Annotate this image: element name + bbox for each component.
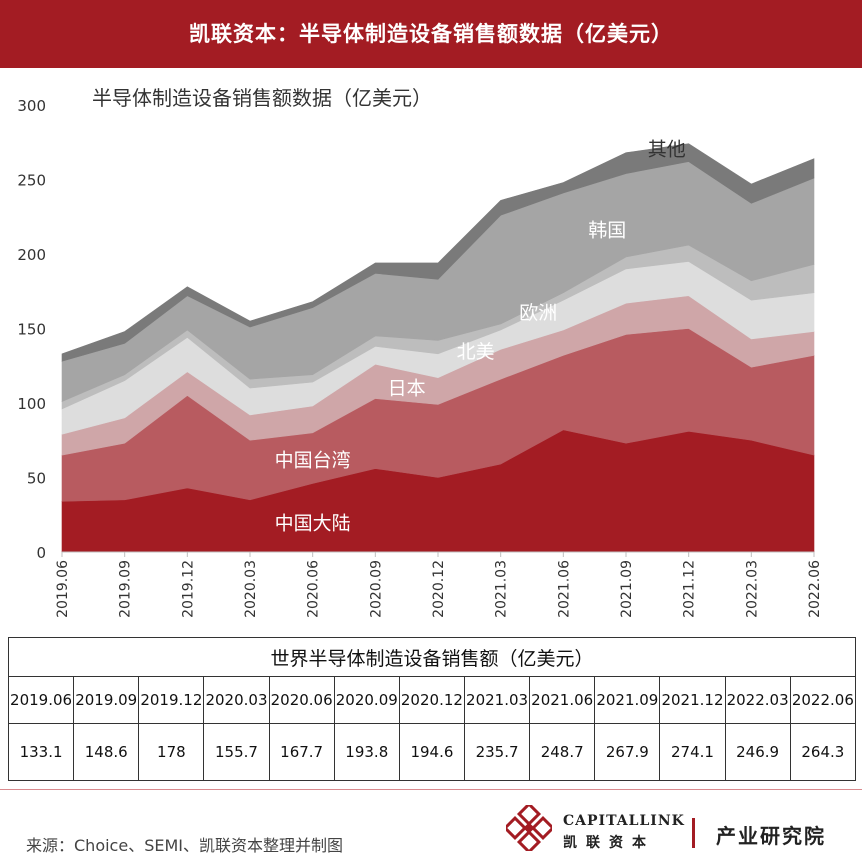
series-labels: 中国大陆 中国台湾 日本 北美 欧洲 韩国 其他 — [275, 138, 686, 534]
chart-areas — [61, 143, 815, 553]
y-axis-ticks: 0 50 100 150 200 250 300 — [17, 97, 46, 562]
table-cell-value: 246.9 — [724, 723, 791, 781]
series-label-5: 韩国 — [588, 220, 626, 242]
x-tick-label: 2020.06 — [306, 560, 322, 618]
x-tick-label: 2021.09 — [619, 560, 635, 618]
table-cell-value: 133.1 — [7, 723, 75, 781]
table-cell-date: 2021.03 — [463, 676, 531, 724]
table-cell-date: 2019.12 — [138, 676, 205, 724]
x-axis-ticks: 2019.06 2019.09 2019.12 2020.03 2020.06 2020.… — [55, 551, 823, 618]
table-cell-value: 167.7 — [268, 723, 335, 781]
page-title: 凯联资本：半导体制造设备销售额数据（亿美元） — [189, 22, 673, 46]
table-cell-date: 2021.12 — [659, 676, 726, 724]
table-cell-value: 274.1 — [659, 723, 726, 781]
series-label-3: 北美 — [457, 341, 495, 363]
x-tick-label: 2020.12 — [431, 560, 447, 618]
series-label-4: 欧洲 — [519, 302, 557, 324]
table-cell-value: 235.7 — [463, 723, 531, 781]
table-cell-date: 2019.06 — [7, 676, 75, 724]
table-cell-date: 2021.06 — [529, 676, 596, 724]
x-tick-label: 2021.12 — [682, 560, 698, 618]
series-area-6 — [61, 143, 815, 362]
table-cell-date: 2022.03 — [724, 676, 791, 724]
table-cell-date: 2020.09 — [333, 676, 400, 724]
table-cell-value: 267.9 — [594, 723, 661, 781]
y-tick-label: 0 — [36, 544, 46, 562]
chart-title: 半导体制造设备销售额数据（亿美元） — [92, 86, 432, 110]
table-cell-value: 194.6 — [398, 723, 465, 781]
table-cell-value: 155.7 — [203, 723, 270, 781]
table-cell-date: 2019.09 — [73, 676, 140, 724]
table-cell-date: 2020.06 — [268, 676, 335, 724]
y-tick-label: 200 — [17, 246, 46, 264]
y-tick-label: 300 — [17, 97, 46, 115]
y-tick-label: 250 — [17, 172, 46, 190]
series-label-2: 日本 — [388, 377, 426, 399]
y-tick-label: 50 — [27, 470, 46, 488]
x-tick-label: 2020.03 — [243, 560, 259, 618]
series-label-0: 中国大陆 — [275, 513, 351, 535]
y-tick-label: 150 — [17, 321, 46, 339]
series-label-1: 中国台湾 — [275, 450, 351, 472]
y-tick-label: 100 — [17, 395, 46, 413]
table-cell-date: 2022.06 — [789, 676, 857, 724]
brand-name-cn: 凯联资本 — [563, 835, 655, 851]
source-note: 来源：Choice、SEMI、凯联资本整理并制图 — [26, 836, 343, 855]
table-cell-date: 2020.03 — [203, 676, 270, 724]
table-cell-value: 178 — [138, 723, 205, 781]
x-tick-label: 2021.06 — [556, 560, 572, 618]
x-tick-label: 2019.06 — [55, 560, 71, 618]
table-cell-value: 193.8 — [333, 723, 400, 781]
stacked-area-chart: 0 50 100 150 200 250 300 2019.06 2019.09 2019.12… — [17, 86, 823, 618]
institute-name: 产业研究院 — [716, 824, 826, 848]
table-cell-value: 248.7 — [529, 723, 596, 781]
x-tick-label: 2022.03 — [744, 560, 760, 618]
table-cell-date: 2020.12 — [398, 676, 465, 724]
table-cell-value: 148.6 — [73, 723, 140, 781]
footer-divider — [0, 789, 862, 790]
table-cell-date: 2021.09 — [594, 676, 661, 724]
brand-divider — [692, 818, 695, 848]
x-tick-label: 2019.12 — [180, 560, 196, 618]
brand-name-en: CAPITALLINK — [563, 813, 685, 829]
sales-table: 世界半导体制造设备销售额（亿美元） 2019.06 2019.09 2019.12 2… — [7, 637, 857, 781]
header-bar: 凯联资本：半导体制造设备销售额数据（亿美元） — [0, 0, 862, 68]
x-tick-label: 2022.06 — [807, 560, 823, 618]
table-cell-value: 264.3 — [789, 723, 857, 781]
table-caption: 世界半导体制造设备销售额（亿美元） — [8, 637, 856, 677]
x-tick-label: 2021.03 — [494, 560, 510, 618]
series-label-6: 其他 — [648, 138, 686, 160]
capitallink-logo-icon — [506, 805, 552, 851]
table-row-values: 133.1 148.6 178 155.7 167.7 193.8 194.6 235.7 24… — [7, 723, 857, 781]
x-tick-label: 2019.09 — [118, 560, 134, 618]
x-tick-label: 2020.09 — [368, 560, 384, 618]
table-row-dates: 2019.06 2019.09 2019.12 2020.03 2020.06 2020.… — [7, 676, 857, 724]
